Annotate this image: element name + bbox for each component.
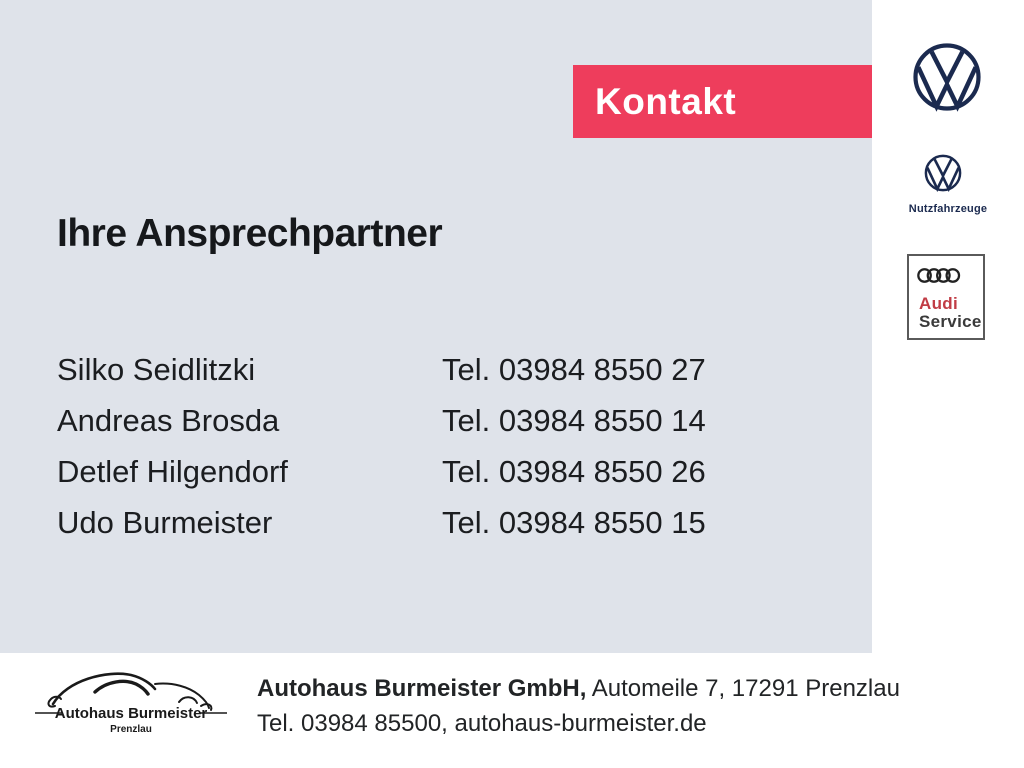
kontakt-banner-title: Kontakt <box>595 80 737 122</box>
audi-rings-icon <box>917 268 961 283</box>
footer-address: Automeile 7, 17291 Prenzlau <box>586 675 900 702</box>
contact-name: Silko Seidlitzki <box>57 351 256 387</box>
audi-service-badge: Audi Service <box>907 254 985 340</box>
footer-logo-name: Autohaus Burmeister <box>55 705 208 722</box>
vw-logo-icon <box>913 43 981 112</box>
audi-service-label-audi: Audi <box>919 294 958 313</box>
footer-logo-city: Prenzlau <box>110 724 152 735</box>
footer-contact-line: Tel. 03984 85500, autohaus-burmeister.de <box>257 710 707 737</box>
footer-company-name: Autohaus Burmeister GmbH, <box>257 675 587 702</box>
autohaus-burmeister-logo: Autohaus Burmeister Prenzlau <box>35 672 227 735</box>
contact-phone: Tel. 03984 8550 15 <box>442 504 706 540</box>
footer-address-line1: Autohaus Burmeister GmbH, Automeile 7, 1… <box>257 671 900 706</box>
contact-phone: Tel. 03984 8550 14 <box>442 402 706 438</box>
contact-name: Andreas Brosda <box>57 402 280 438</box>
footer-address-block: Autohaus Burmeister GmbH, Automeile 7, 1… <box>257 671 900 741</box>
kontakt-banner: Kontakt <box>573 65 872 138</box>
vw-nutzfahrzeuge-logo-icon <box>924 154 962 192</box>
contact-list: Silko Seidlitzki Tel. 03984 8550 27 Andr… <box>57 344 706 548</box>
footer: Autohaus Burmeister Prenzlau Autohaus Bu… <box>0 653 1024 768</box>
contact-phone: Tel. 03984 8550 26 <box>442 453 706 489</box>
vw-nutzfahrzeuge-label: Nutzfahrzeuge <box>908 203 988 215</box>
contact-phone: Tel. 03984 8550 27 <box>442 351 706 387</box>
audi-service-label-service: Service <box>919 312 982 331</box>
page-title: Ihre Ansprechpartner <box>57 212 443 255</box>
contact-name: Detlef Hilgendorf <box>57 453 288 489</box>
contact-name: Udo Burmeister <box>57 504 273 540</box>
